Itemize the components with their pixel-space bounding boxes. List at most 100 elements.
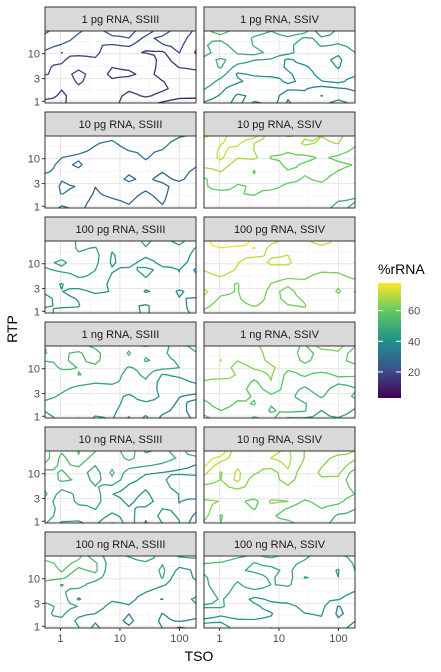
x-tick-label: 100 bbox=[170, 633, 188, 645]
facet-panel: 10 pg RNA, SSIV bbox=[203, 111, 356, 209]
contour-line bbox=[230, 85, 356, 104]
x-tick-label: 1 bbox=[57, 633, 63, 645]
contour-line bbox=[208, 240, 256, 250]
contour-line bbox=[329, 197, 356, 209]
legend-colorbar bbox=[378, 283, 401, 398]
contour-line bbox=[90, 598, 197, 629]
legend-tick-label: 20 bbox=[408, 367, 420, 379]
y-tick-label: 1 bbox=[34, 96, 40, 108]
y-tick-label: 1 bbox=[34, 306, 40, 318]
legend: %rRNA 20 40 60 bbox=[378, 261, 425, 398]
facet-strip-label: 10 ng RNA, SSIV bbox=[237, 434, 323, 446]
facet-panel: 1 ng RNA, SSIII bbox=[44, 321, 197, 419]
y-tick-label: 3 bbox=[34, 389, 40, 401]
panel-border bbox=[203, 345, 356, 419]
panel-border bbox=[203, 240, 356, 314]
contour-line bbox=[44, 345, 149, 376]
y-tick-label: 10 bbox=[28, 364, 40, 376]
facet-strip-label: 10 pg RNA, SSIV bbox=[237, 119, 323, 131]
y-axis: 1 3 10 1 3 10 1 3 10 1 3 10 1 3 10 1 3 10 bbox=[28, 49, 45, 633]
facet-strip bbox=[203, 6, 356, 32]
panel-border bbox=[203, 30, 356, 104]
facet-panel: 10 ng RNA, SSIV bbox=[203, 426, 356, 524]
facet-strip bbox=[44, 6, 197, 32]
panel-border bbox=[203, 135, 356, 209]
facet-panel: 10 ng RNA, SSIII bbox=[44, 426, 197, 524]
contour-line bbox=[45, 450, 197, 524]
contour-line bbox=[203, 450, 292, 483]
facet-strip-label: 1 ng RNA, SSIII bbox=[82, 329, 160, 341]
contour-line bbox=[203, 54, 356, 104]
panel-background bbox=[204, 241, 355, 313]
y-tick-label: 10 bbox=[28, 574, 40, 586]
contour-line bbox=[44, 30, 194, 86]
legend-ticks: 20 40 60 bbox=[378, 306, 420, 379]
contour-line bbox=[44, 240, 152, 279]
contour-line bbox=[44, 373, 197, 419]
y-tick-label: 10 bbox=[28, 469, 40, 481]
facet-strip-label: 100 ng RNA, SSIII bbox=[76, 539, 166, 551]
y-tick-label: 10 bbox=[28, 154, 40, 166]
facet-strip bbox=[44, 531, 197, 557]
facet-panels: 1 pg RNA, SSIII 1 pg RNA, SSIV 10 pg RNA, … bbox=[44, 6, 356, 629]
y-tick-label: 3 bbox=[34, 494, 40, 506]
x-axis: 1 10 100 1 10 100 bbox=[57, 628, 348, 645]
contour-line bbox=[250, 383, 356, 419]
y-tick-label: 10 bbox=[28, 259, 40, 271]
contour-line bbox=[203, 240, 333, 297]
facet-strip-label: 100 ng RNA, SSIV bbox=[234, 539, 326, 551]
contour-line bbox=[44, 450, 136, 498]
facet-panel: 10 pg RNA, SSIII bbox=[44, 111, 197, 209]
contour-line bbox=[44, 240, 197, 314]
contour-line bbox=[74, 566, 197, 629]
contour-line bbox=[285, 94, 324, 104]
panel-background bbox=[204, 346, 355, 418]
facet-strip bbox=[44, 426, 197, 452]
contour-line bbox=[203, 271, 356, 311]
contour-line bbox=[203, 555, 356, 609]
facet-panel: 100 ng RNA, SSIII bbox=[44, 531, 197, 629]
contour-line bbox=[203, 30, 309, 69]
x-tick-label: 100 bbox=[329, 633, 347, 645]
y-tick-label: 1 bbox=[34, 201, 40, 213]
panel-border bbox=[44, 555, 197, 629]
contour-line bbox=[138, 267, 197, 314]
contour-line bbox=[203, 135, 258, 161]
panel-background bbox=[45, 31, 196, 103]
facet-strip-label: 1 ng RNA, SSIV bbox=[240, 329, 320, 341]
panel-border bbox=[44, 345, 197, 419]
facet-strip-label: 100 pg RNA, SSIII bbox=[76, 224, 166, 236]
facet-strip bbox=[203, 216, 356, 242]
y-tick-label: 10 bbox=[28, 49, 40, 61]
contour-line bbox=[44, 30, 137, 52]
contour-line bbox=[44, 450, 130, 464]
y-tick-label: 3 bbox=[34, 179, 40, 191]
legend-tick-label: 60 bbox=[408, 306, 420, 318]
facet-strip bbox=[203, 531, 356, 557]
contour-line bbox=[44, 555, 83, 573]
contour-line bbox=[126, 393, 197, 419]
y-axis-title: RTP bbox=[4, 315, 20, 343]
facet-strip bbox=[203, 111, 356, 137]
panel-border bbox=[44, 30, 197, 104]
contour-line bbox=[44, 555, 98, 582]
panel-background bbox=[45, 136, 196, 208]
y-tick-label: 3 bbox=[34, 599, 40, 611]
panel-border bbox=[44, 450, 197, 524]
x-tick-label: 1 bbox=[216, 633, 222, 645]
contour-line bbox=[57, 166, 197, 209]
facet-strip-label: 1 pg RNA, SSIII bbox=[82, 14, 160, 26]
y-tick-label: 1 bbox=[34, 411, 40, 423]
facet-strip-label: 10 ng RNA, SSIII bbox=[79, 434, 163, 446]
contour-line bbox=[203, 450, 228, 468]
facet-panel: 1 ng RNA, SSIV bbox=[203, 321, 356, 419]
contour-line bbox=[203, 568, 356, 629]
y-tick-label: 3 bbox=[34, 284, 40, 296]
contour-line bbox=[209, 30, 230, 36]
contour-line bbox=[59, 464, 197, 524]
contour-line bbox=[203, 146, 356, 196]
contour-line bbox=[203, 30, 356, 91]
contour-line bbox=[44, 49, 197, 104]
legend-title: %rRNA bbox=[378, 261, 425, 277]
facet-strip bbox=[203, 426, 356, 452]
